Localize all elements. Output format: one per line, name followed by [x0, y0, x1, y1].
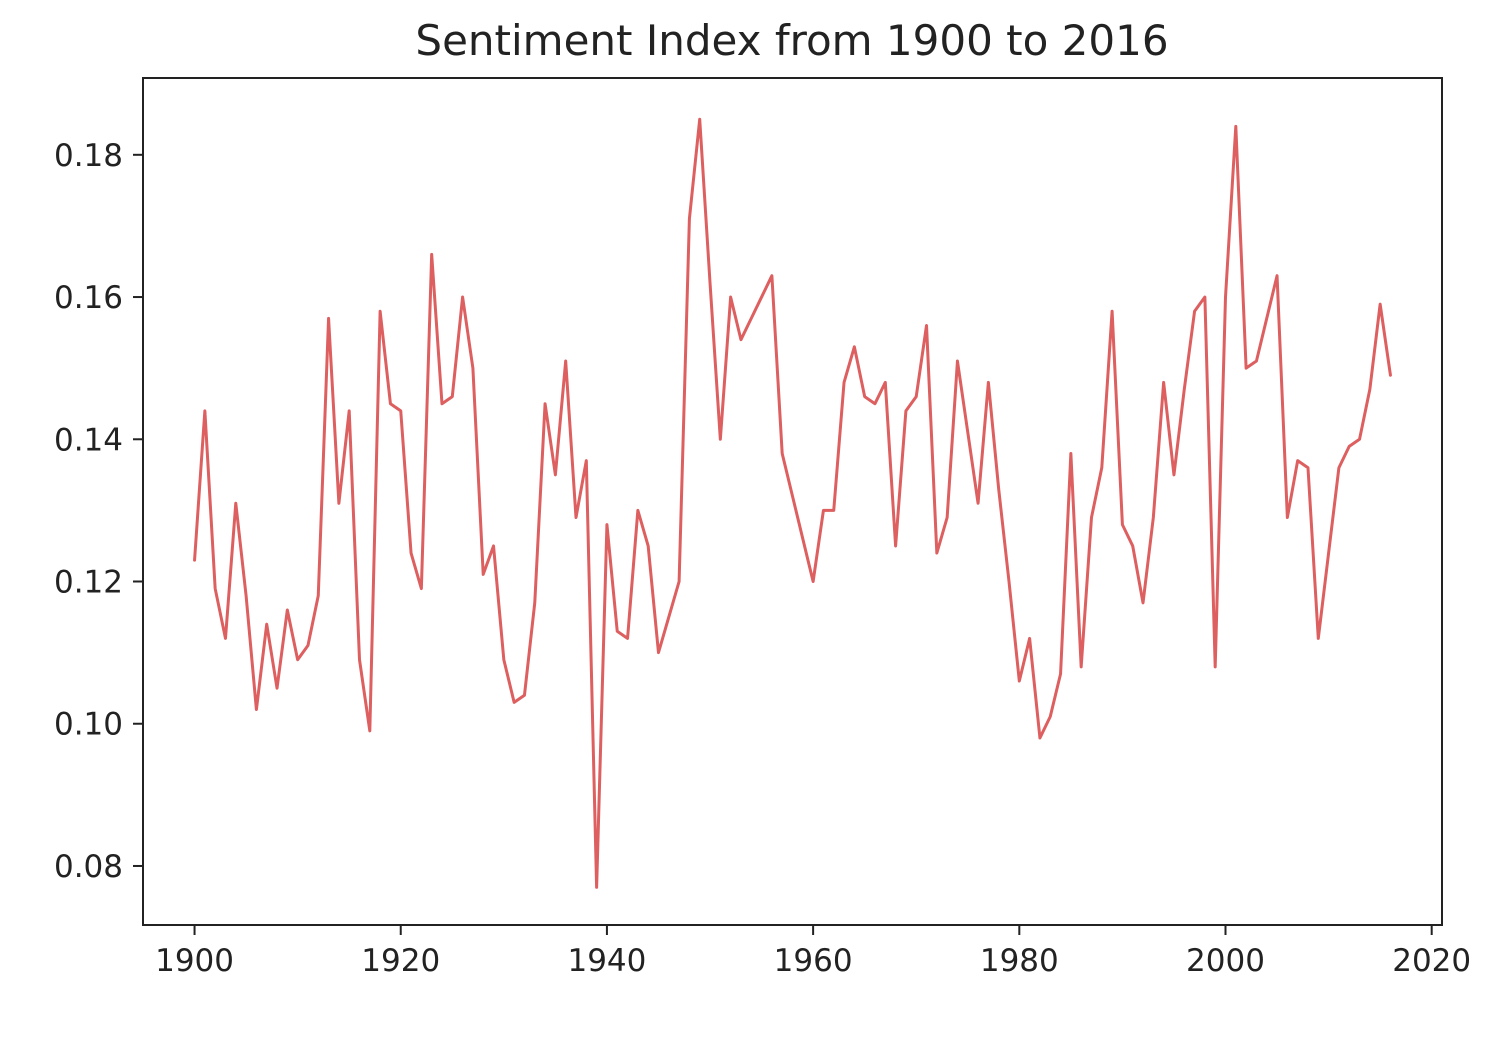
y-tick-label: 0.14: [54, 422, 123, 458]
x-tick-label: 1980: [980, 943, 1059, 979]
plot-frame: [142, 77, 1443, 926]
y-axis: 0.08 0.10 0.12 0.14 0.16 0.18: [54, 138, 143, 885]
y-tick-label: 0.10: [54, 707, 123, 743]
chart-title: Sentiment Index from 1900 to 2016: [415, 16, 1168, 65]
y-tick-label: 0.08: [54, 849, 123, 885]
y-tick-label: 0.16: [54, 280, 123, 316]
x-tick-label: 1960: [774, 943, 853, 979]
x-tick-label: 2020: [1392, 943, 1471, 979]
x-tick-label: 1920: [361, 943, 440, 979]
x-tick-label: 1900: [155, 943, 234, 979]
y-tick-label: 0.18: [54, 138, 123, 174]
plot-area: [193, 117, 1392, 889]
x-axis: 1900 1920 1940 1960 1980 2000 2020: [155, 925, 1471, 979]
x-tick-label: 2000: [1186, 943, 1265, 979]
y-tick-label: 0.12: [54, 565, 123, 601]
series-line: [193, 117, 1392, 889]
x-tick-label: 1940: [567, 943, 646, 979]
